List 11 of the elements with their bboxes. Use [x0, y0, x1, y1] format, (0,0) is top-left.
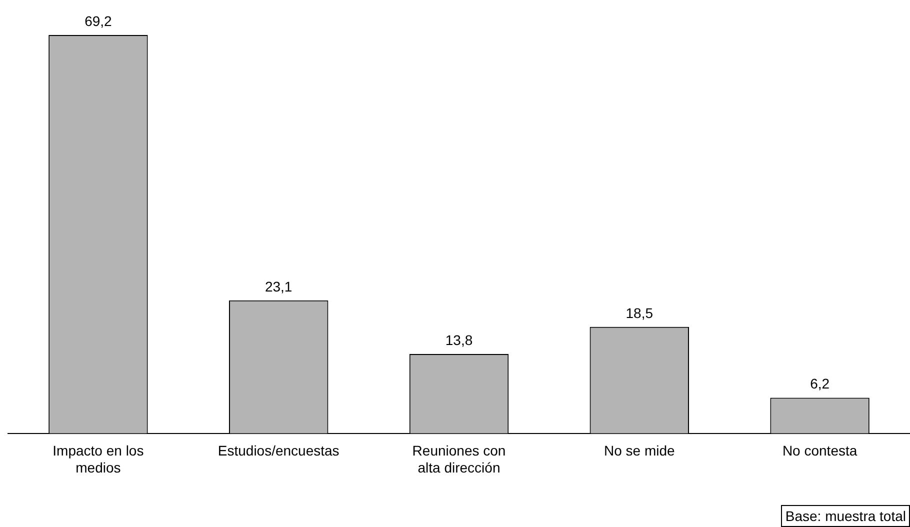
x-tick-label: No se mide: [604, 442, 676, 459]
x-tick-label: Impacto en los medios: [52, 442, 144, 476]
text: Base: muestra total: [781, 505, 910, 527]
x-tick-label: No contesta: [782, 442, 858, 459]
x-tick-label: Estudios/encuestas: [218, 442, 340, 459]
data-label: 13,8: [445, 332, 473, 348]
x-tick-label: Reuniones con alta dirección: [412, 442, 506, 476]
data-label: 69,2: [84, 12, 112, 29]
data-label: 23,1: [264, 278, 292, 294]
data-label: 6,2: [810, 376, 830, 392]
data-label: 18,5: [626, 304, 654, 321]
